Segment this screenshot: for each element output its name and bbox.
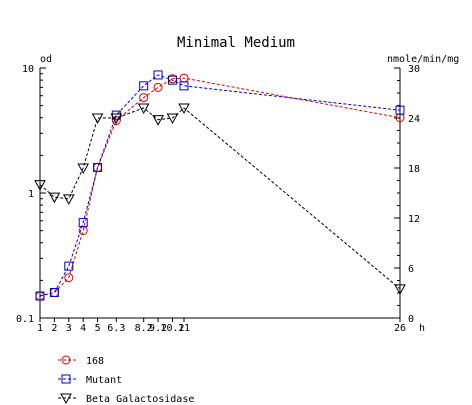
legend-label: Mutant [86,375,122,386]
x-tick-label: 6.3 [107,323,125,334]
series-2-point [178,103,190,115]
legend-label: 168 [86,356,104,367]
left-tick-label: 1 [28,189,34,200]
left-tick-label: 0.1 [16,314,34,325]
series-1-point [49,287,59,297]
right-tick-label: 0 [408,314,414,325]
series-2-point [137,103,150,115]
series-0-point [139,93,149,103]
legend-marker [60,393,72,405]
series-1-point [395,105,405,115]
series-1-point [139,81,149,91]
series-2-point [394,284,406,295]
series-2-point [77,163,90,175]
x-axis-label: h [419,323,425,334]
x-tick-label: 4 [80,323,86,334]
series-line-0 [39,77,401,297]
series-1-point [93,162,103,172]
series-0-point [49,287,59,297]
series-2-point [48,192,61,204]
right-tick-label: 12 [408,214,420,225]
legend: 168 Mutant Beta Galactosidase [58,355,194,405]
right-axis-label: nmole/min/mg [387,54,459,65]
x-tick-label: 3 [66,323,72,334]
series-2-point [34,180,46,191]
legend-label: Beta Galactosidase [86,394,194,405]
left-axis-label: od [40,54,52,65]
series-1-point [179,81,189,91]
x-tick-label: 26 [394,323,406,334]
series-0-point [153,82,163,92]
chart-title: Minimal Medium [177,35,295,51]
series-1-point [64,261,74,271]
series-line-2 [39,107,401,290]
series-2-point [152,115,164,126]
left-tick-label: 10 [22,64,34,75]
series-2-point [110,113,123,125]
series-1-point [78,218,88,228]
x-tick-label: 8.2 [135,323,153,334]
series-layer [34,70,406,301]
right-tick-label: 18 [408,164,420,175]
series-0-point [64,273,74,283]
series-1-point [153,70,163,80]
right-tick-label: 30 [408,64,420,75]
legend-marker [61,374,71,384]
x-tick-label: 5 [95,323,101,334]
series-1-point [167,75,177,85]
x-tick-label: 1 [37,323,43,334]
series-2-point [166,113,179,125]
right-tick-label: 24 [408,114,420,125]
x-tick-label: 2 [51,323,57,334]
series-2-point [62,194,75,205]
x-tick-label: 11 [178,323,190,334]
x-tick-label: 9.2 [149,323,167,334]
legend-marker [61,355,71,365]
right-tick-label: 6 [408,264,414,275]
series-2-point [91,113,104,125]
x-tick-label: 10.2 [160,323,184,334]
series-1-point [35,291,45,301]
